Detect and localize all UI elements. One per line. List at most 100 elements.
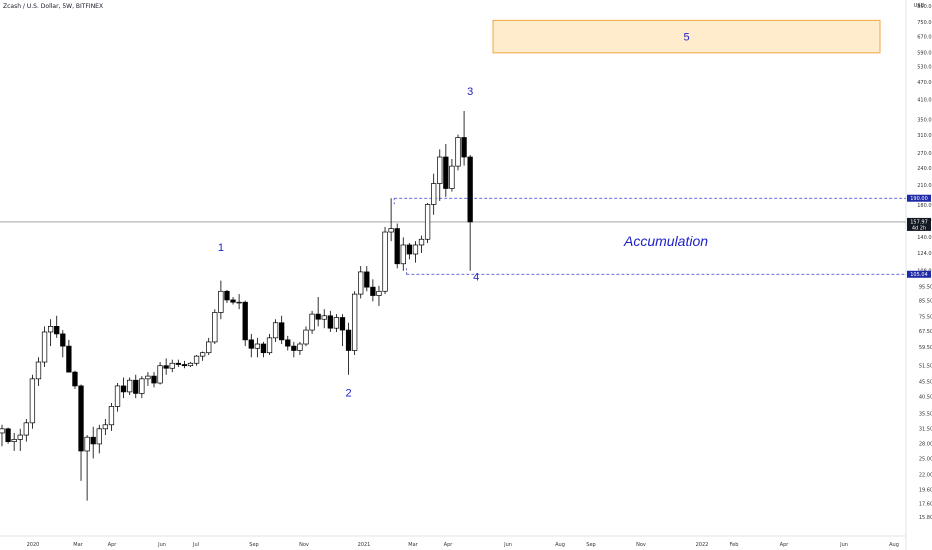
candle-body: [418, 238, 425, 246]
candle-body: [285, 339, 291, 347]
level-tag-105.04: 105.04: [910, 272, 928, 278]
x-tick-label: Apr: [444, 542, 454, 548]
candle: [230, 296, 236, 305]
candle: [321, 309, 327, 329]
level-tag-105.04-bg: [907, 270, 931, 278]
candle-body: [114, 385, 121, 407]
candle-body: [443, 156, 449, 189]
x-tick-label: 2020: [27, 542, 40, 548]
y-tick-label: 470.00: [917, 80, 932, 86]
candle: [431, 173, 437, 215]
candle: [29, 374, 36, 429]
candle: [133, 374, 139, 399]
candle: [327, 310, 333, 332]
candle-body: [66, 345, 72, 373]
candle: [169, 359, 175, 373]
y-tick-label: 67.50: [919, 329, 932, 335]
y-tick-label: 59.50: [919, 345, 932, 351]
y-tick-label: 670.00: [917, 34, 932, 40]
x-tick-label: Mar: [73, 542, 83, 548]
candle-body: [376, 290, 382, 296]
candle-body: [102, 424, 109, 430]
candle: [66, 339, 72, 373]
candle: [291, 341, 297, 358]
y-tick-label: 750.00: [917, 20, 932, 26]
x-tick-label: Nov: [636, 542, 646, 548]
candle: [236, 294, 242, 310]
candle: [388, 198, 394, 242]
y-tick-label: 590.00: [917, 51, 932, 57]
candle: [78, 384, 84, 481]
y-tick-label: 19.60: [919, 487, 932, 493]
support-resistance-levels: [0, 197, 906, 275]
x-tick-label: Apr: [108, 542, 118, 548]
candle: [339, 314, 346, 347]
candle-body: [358, 271, 364, 295]
candle: [449, 158, 455, 192]
candle-body: [5, 428, 11, 442]
wave-5-label: 5: [683, 32, 689, 44]
candle: [394, 223, 400, 269]
candle: [96, 424, 102, 454]
candle-body: [321, 315, 327, 320]
candle-body: [133, 379, 139, 394]
candle: [157, 362, 163, 385]
candle: [418, 235, 425, 253]
y-tick-label: 850.00: [917, 4, 932, 10]
candle: [303, 326, 309, 347]
y-tick-label: 310.00: [917, 133, 932, 139]
candle: [254, 337, 261, 358]
candle-body: [291, 345, 297, 351]
candle-body: [345, 329, 352, 351]
candle-body: [431, 183, 437, 205]
candle: [376, 285, 382, 307]
candle: [351, 291, 358, 355]
candle: [212, 309, 218, 345]
y-tick-label: 530.00: [917, 64, 932, 70]
candle-body: [0, 428, 5, 434]
candle-body: [145, 375, 151, 380]
symbol-title: Zcash / U.S. Dollar, 5W, BITFINEX: [3, 3, 104, 10]
candle: [17, 428, 23, 451]
candle: [248, 333, 254, 358]
candle: [127, 377, 133, 395]
candle-body: [199, 352, 206, 357]
candle-body: [90, 436, 96, 445]
candle-body: [388, 228, 394, 233]
y-tick-label: 350.00: [917, 118, 932, 124]
candlestick-series: [0, 110, 473, 501]
candle: [11, 432, 17, 451]
wave-labels: 1 2 3 4 Accumulation: [218, 86, 708, 400]
candle: [120, 377, 127, 399]
x-tick-label: Sep: [586, 542, 595, 548]
candle-body: [47, 325, 54, 333]
y-tick-label: 22.00: [919, 473, 932, 479]
candle: [285, 335, 291, 351]
candle-body: [333, 317, 340, 329]
candle-body: [157, 365, 163, 384]
candle: [108, 403, 115, 431]
time-axis[interactable]: 2020 Mar Apr Jun Jul Sep Nov 2021 Mar Apr Jun Aug Se…: [27, 542, 899, 548]
candle-body: [370, 286, 376, 296]
candle: [455, 134, 461, 171]
candle: [145, 372, 151, 386]
candle-body: [175, 362, 181, 365]
current-price-tag: 157.97: [910, 219, 928, 225]
wave-3-label: 3: [467, 86, 473, 98]
y-tick-label: 124.00: [917, 251, 932, 257]
candle-body: [467, 156, 473, 223]
candle-body: [72, 371, 78, 387]
x-tick-label: Nov: [299, 542, 309, 548]
candle-body: [351, 293, 358, 351]
candle-body: [139, 378, 145, 394]
candle: [309, 310, 315, 334]
candle-body: [406, 244, 413, 255]
candle-body: [248, 339, 254, 349]
y-tick-label: 25.00: [919, 456, 932, 462]
x-tick-label: Jul: [192, 542, 199, 548]
candle: [382, 226, 388, 295]
chart-grid: [0, 0, 907, 550]
candle-body: [230, 299, 236, 303]
